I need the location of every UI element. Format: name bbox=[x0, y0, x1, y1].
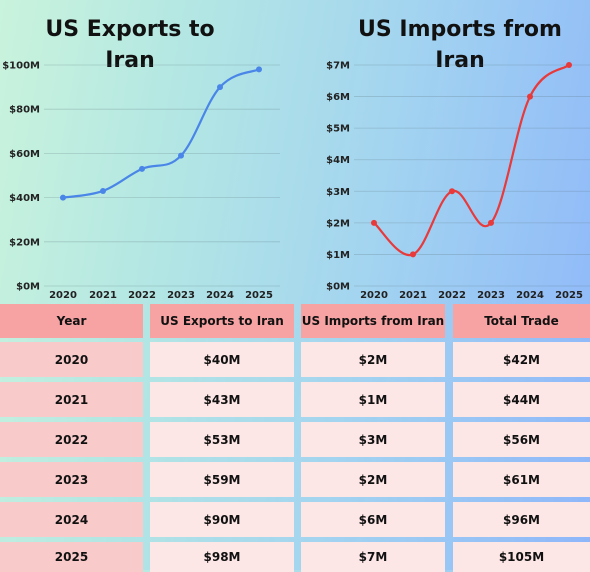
table-value-cell: $6M bbox=[301, 502, 445, 537]
exports-y-tick-label: $80M bbox=[9, 105, 40, 116]
table-value-cell: $56M bbox=[453, 422, 590, 457]
charts-canvas: $0M $20M $40M $60M $80M $100M 2020 2021 2022 2023… bbox=[2, 61, 590, 301]
table-value-cell: $7M bbox=[301, 542, 445, 572]
imports-x-tick-label: 2022 bbox=[438, 290, 466, 301]
exports-data-point bbox=[100, 187, 106, 194]
table-year-cell: 2025 bbox=[0, 542, 143, 572]
table-value-cell: $53M bbox=[150, 422, 294, 457]
table-value-cell: $61M bbox=[453, 462, 590, 497]
imports-y-tick-label: $2M bbox=[326, 218, 350, 229]
imports-y-tick-label: $6M bbox=[326, 92, 350, 103]
imports-x-tick-label: 2023 bbox=[477, 290, 505, 301]
imports-y-tick-label: $5M bbox=[326, 124, 350, 135]
imports-y-tick-label: $3M bbox=[326, 187, 350, 198]
exports-data-point bbox=[178, 152, 184, 159]
exports-chart-title: US Exports to Iran bbox=[45, 17, 215, 73]
table-year-cell: 2024 bbox=[0, 502, 143, 537]
table-year-cell: 2020 bbox=[0, 342, 143, 377]
trade-table: Year US Exports to Iran US Imports from Ir… bbox=[0, 304, 590, 572]
table-value-cell: $1M bbox=[301, 382, 445, 417]
table-header-cell: Year bbox=[0, 304, 143, 338]
exports-y-tick-label: $40M bbox=[9, 193, 40, 204]
imports-x-tick-label: 2021 bbox=[399, 290, 427, 301]
table-value-cell: $2M bbox=[301, 342, 445, 377]
exports-data-point bbox=[217, 84, 223, 91]
imports-y-tick-label: $0M bbox=[326, 282, 350, 293]
table-header-cell: Total Trade bbox=[453, 304, 590, 338]
table-value-cell: $105M bbox=[453, 542, 590, 572]
imports-data-point bbox=[488, 219, 494, 226]
imports-x-tick-label: 2025 bbox=[555, 290, 583, 301]
exports-x-tick-label: 2022 bbox=[128, 290, 156, 301]
imports-chart-title: US Imports from Iran bbox=[358, 17, 562, 73]
exports-y-tick-label: $20M bbox=[9, 237, 40, 248]
exports-data-point bbox=[60, 194, 66, 201]
table-value-cell: $59M bbox=[150, 462, 294, 497]
exports-data-point bbox=[256, 66, 262, 73]
exports-x-tick-label: 2024 bbox=[206, 290, 234, 301]
imports-y-tick-label: $1M bbox=[326, 250, 350, 261]
imports-x-tick-label: 2024 bbox=[516, 290, 544, 301]
imports-data-point bbox=[410, 251, 416, 258]
table-value-cell: $2M bbox=[301, 462, 445, 497]
table-value-cell: $40M bbox=[150, 342, 294, 377]
imports-data-point bbox=[371, 219, 377, 226]
exports-y-tick-label: $100M bbox=[2, 61, 40, 72]
table-value-cell: $98M bbox=[150, 542, 294, 572]
exports-series-line bbox=[62, 68, 260, 199]
imports-y-tick-label: $4M bbox=[326, 155, 350, 166]
table-year-cell: 2021 bbox=[0, 382, 143, 417]
table-value-cell: $42M bbox=[453, 342, 590, 377]
table-value-cell: $3M bbox=[301, 422, 445, 457]
exports-x-tick-label: 2021 bbox=[89, 290, 117, 301]
imports-x-tick-label: 2020 bbox=[360, 290, 388, 301]
exports-y-tick-label: $0M bbox=[16, 282, 40, 293]
exports-x-tick-label: 2023 bbox=[167, 290, 195, 301]
imports-data-point bbox=[449, 188, 455, 195]
table-value-cell: $90M bbox=[150, 502, 294, 537]
table-value-cell: $44M bbox=[453, 382, 590, 417]
exports-x-tick-label: 2025 bbox=[245, 290, 273, 301]
exports-data-point bbox=[139, 165, 145, 172]
imports-data-point bbox=[566, 62, 572, 68]
table-header-cell: US Imports from Iran bbox=[301, 304, 445, 338]
exports-y-tick-label: $60M bbox=[9, 149, 40, 160]
table-value-cell: $96M bbox=[453, 502, 590, 537]
exports-x-tick-label: 2020 bbox=[49, 290, 77, 301]
table-year-cell: 2023 bbox=[0, 462, 143, 497]
table-header-cell: US Exports to Iran bbox=[150, 304, 294, 338]
imports-data-point bbox=[527, 93, 533, 100]
imports-y-tick-label: $7M bbox=[326, 61, 350, 72]
table-value-cell: $43M bbox=[150, 382, 294, 417]
table-year-cell: 2022 bbox=[0, 422, 143, 457]
